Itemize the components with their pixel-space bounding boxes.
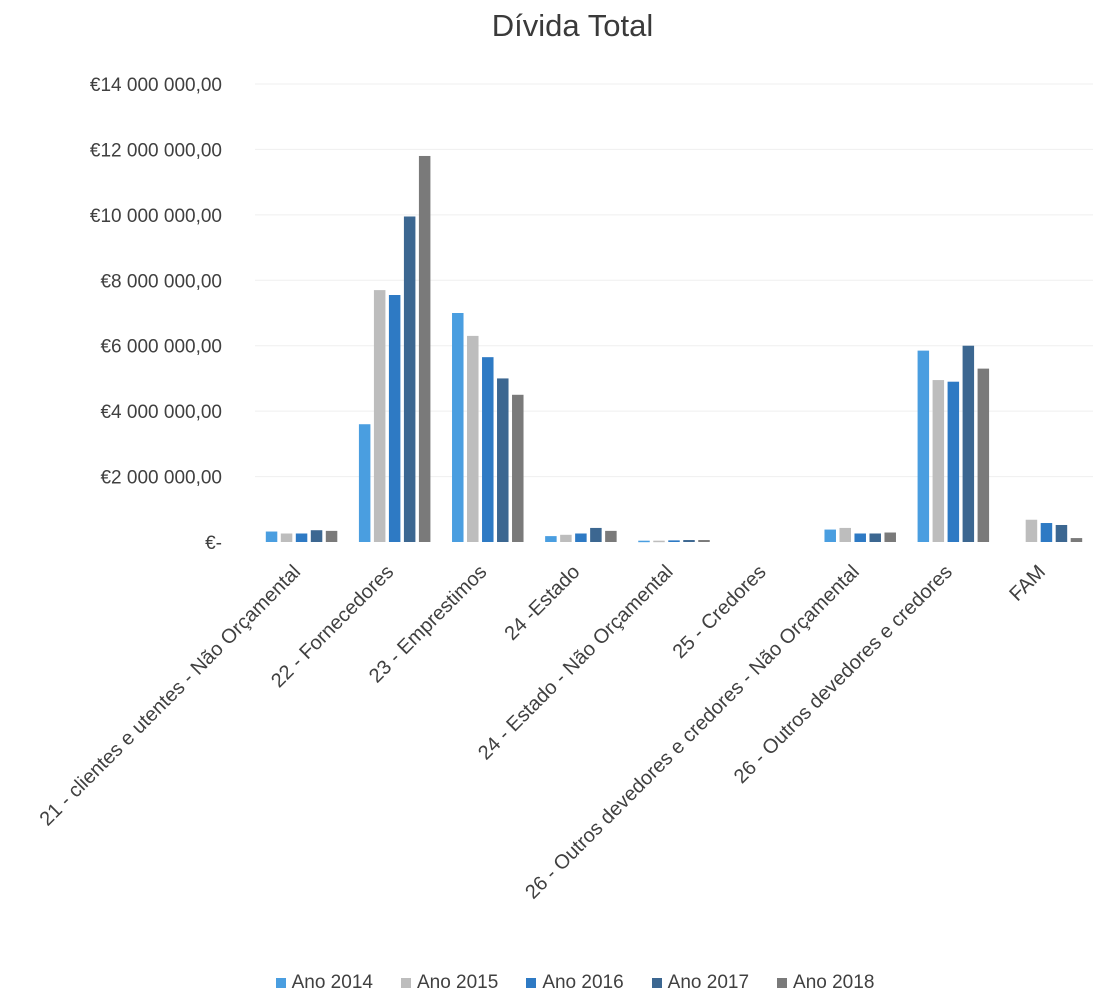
legend-item: Ano 2014 bbox=[275, 972, 373, 994]
bar-ano-2017 bbox=[497, 378, 509, 542]
bar-ano-2015 bbox=[467, 335, 479, 542]
bar-ano-2014 bbox=[452, 313, 464, 542]
bar-ano-2016 bbox=[388, 295, 401, 542]
bar-ano-2014 bbox=[824, 529, 836, 542]
y-tick-label: €2 000 000,00 bbox=[100, 468, 222, 489]
legend-swatch bbox=[275, 978, 286, 988]
bar-ano-2018 bbox=[1070, 538, 1083, 542]
x-tick-label: 21 - clientes e utentes - Não Orçamental bbox=[36, 561, 305, 830]
legend: Ano 2014 Ano 2015 Ano 2016 Ano 2017 Ano 2018 bbox=[0, 972, 1093, 994]
chart-title: Dívida Total bbox=[491, 8, 654, 43]
legend-item: Ano 2016 bbox=[526, 972, 624, 994]
bar-ano-2015 bbox=[373, 290, 386, 542]
legend-swatch bbox=[777, 978, 788, 988]
bar-ano-2015 bbox=[280, 533, 293, 542]
bar-ano-2014 bbox=[265, 531, 278, 542]
bar-ano-2014 bbox=[638, 540, 650, 543]
bar-ano-2016 bbox=[668, 540, 680, 542]
bar-ano-2016 bbox=[854, 533, 866, 542]
bar-ano-2018 bbox=[977, 368, 990, 542]
bar-ano-2015 bbox=[932, 380, 945, 542]
y-tick-label: €- bbox=[205, 533, 222, 554]
y-tick-label: €12 000 000,00 bbox=[90, 140, 222, 161]
y-tick-label: €8 000 000,00 bbox=[100, 271, 222, 292]
x-tick-label: FAM bbox=[1005, 561, 1050, 606]
bar-ano-2018 bbox=[325, 530, 338, 542]
bar-ano-2018 bbox=[512, 394, 524, 542]
legend-swatch bbox=[400, 978, 411, 988]
y-tick-label: €6 000 000,00 bbox=[100, 337, 222, 358]
bar-ano-2017 bbox=[403, 216, 416, 542]
legend-item: Ano 2018 bbox=[777, 972, 874, 994]
bar-ano-2018 bbox=[884, 532, 896, 542]
x-tick-label: 24 -Estado bbox=[500, 561, 584, 645]
bar-ano-2014 bbox=[358, 424, 371, 542]
x-tick-label: 24 - Estado - Não Orçamental bbox=[474, 561, 677, 764]
bar-ano-2015 bbox=[560, 534, 572, 542]
bar-ano-2017 bbox=[869, 533, 881, 542]
bar-ano-2014 bbox=[917, 350, 930, 542]
bar-ano-2017 bbox=[683, 540, 695, 542]
y-tick-label: €10 000 000,00 bbox=[90, 206, 222, 227]
bar-ano-2016 bbox=[575, 533, 587, 542]
bar-ano-2015 bbox=[839, 527, 851, 542]
bar-ano-2014 bbox=[545, 536, 557, 542]
bar-ano-2018 bbox=[605, 530, 617, 542]
legend-label: Ano 2014 bbox=[291, 972, 373, 993]
legend-label: Ano 2017 bbox=[667, 972, 750, 993]
bar-ano-2015 bbox=[653, 540, 665, 543]
y-tick-label: €4 000 000,00 bbox=[100, 402, 222, 423]
legend-swatch bbox=[526, 978, 537, 988]
y-tick-label: €14 000 000,00 bbox=[90, 75, 222, 96]
bar-ano-2017 bbox=[1055, 524, 1068, 542]
legend-label: Ano 2015 bbox=[416, 972, 499, 993]
x-tick-label: 25 - Credores bbox=[669, 561, 771, 663]
bar-ano-2018 bbox=[698, 540, 710, 542]
legend-swatch bbox=[651, 978, 662, 988]
legend-item: Ano 2017 bbox=[651, 972, 750, 994]
bar-ano-2016 bbox=[947, 381, 960, 542]
bar-ano-2015 bbox=[1025, 519, 1038, 542]
bar-ano-2017 bbox=[962, 345, 975, 542]
legend-item: Ano 2015 bbox=[400, 972, 499, 994]
legend-label: Ano 2018 bbox=[793, 972, 875, 993]
legend-label: Ano 2016 bbox=[542, 972, 624, 993]
x-tick-label: 26 - Outros devedores e credores - Não O… bbox=[521, 561, 864, 904]
bar-ano-2016 bbox=[482, 357, 494, 542]
bar-ano-2016 bbox=[295, 533, 308, 542]
bar-ano-2016 bbox=[1040, 523, 1053, 542]
bar-ano-2017 bbox=[310, 530, 323, 542]
bar-ano-2017 bbox=[590, 527, 602, 542]
bar-ano-2018 bbox=[418, 155, 431, 542]
